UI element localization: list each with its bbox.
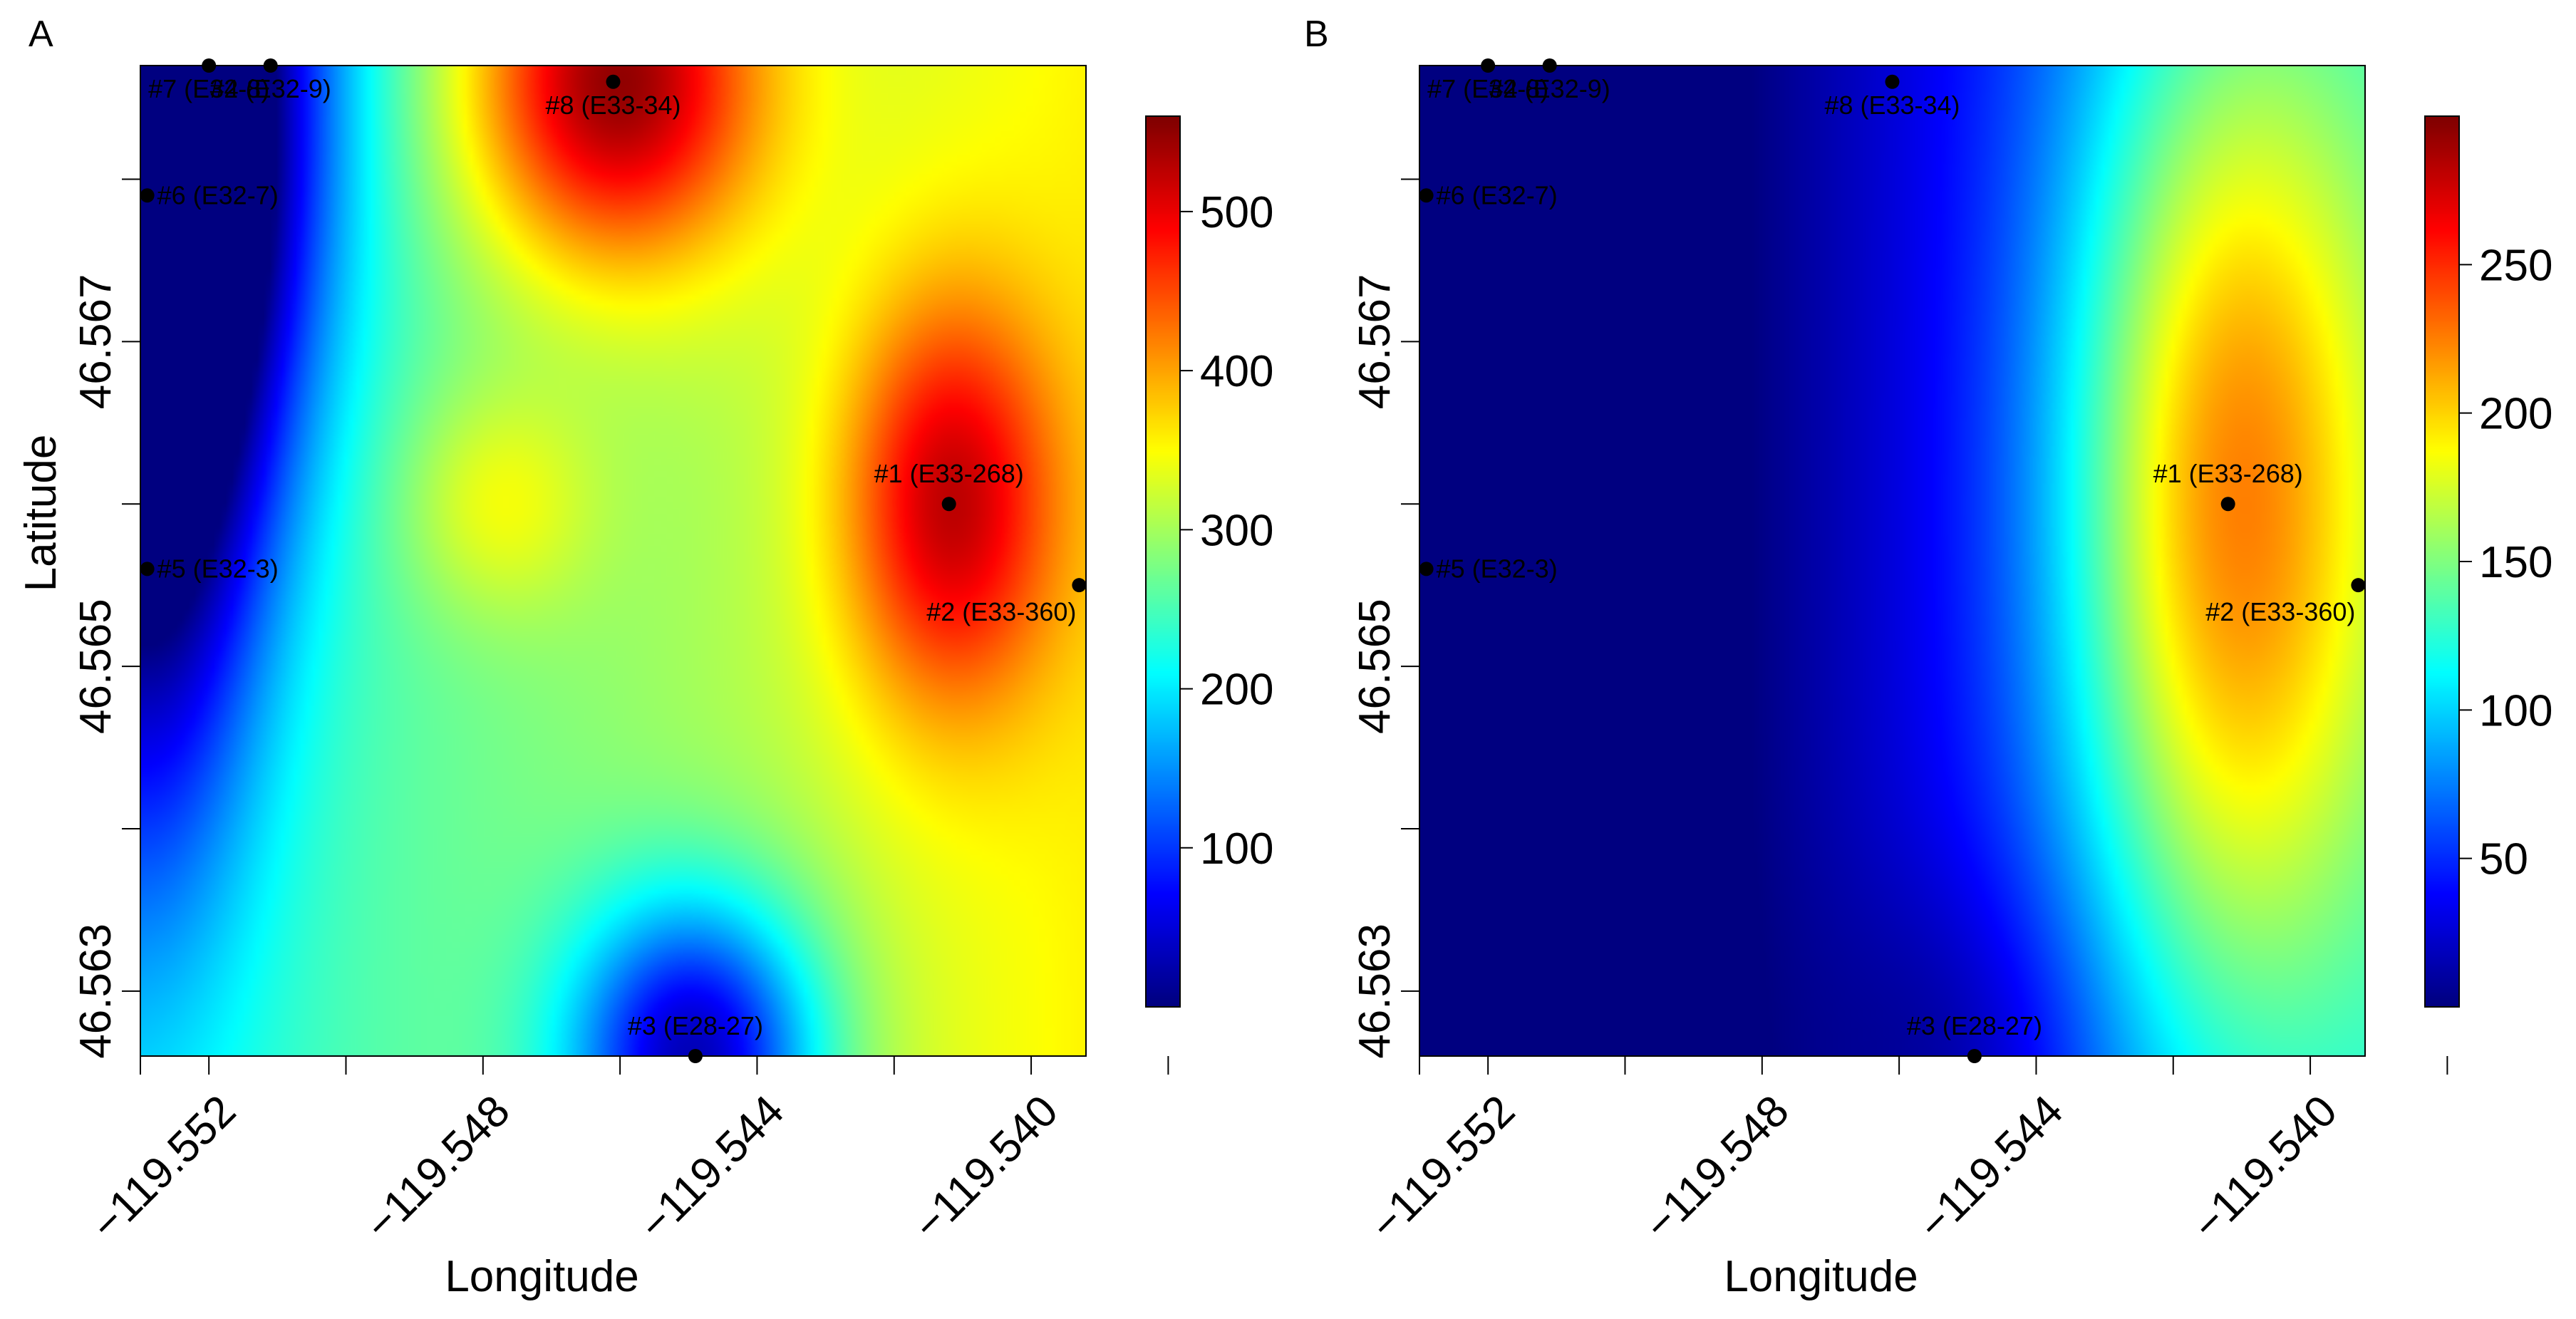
site-label: #4 (E32-9): [1489, 74, 1610, 103]
y-axis-title: Latitude: [16, 435, 66, 592]
site-label: #4 (E32-9): [210, 74, 331, 103]
colorbar-tick-label: 200: [1200, 666, 1273, 715]
y-tick-label: 46.565: [1350, 599, 1400, 734]
site-label: #1 (E33-268): [2153, 459, 2303, 488]
colorbar-frame: [1145, 115, 1181, 1008]
site-label: #6 (E32-7): [1437, 180, 1558, 210]
colorbar-tick-label: 200: [2479, 390, 2552, 439]
colorbar-gradient: [2425, 116, 2459, 1007]
site-point: [140, 188, 155, 203]
y-tick-label: 46.567: [71, 274, 120, 410]
x-tick-label: −119.548: [356, 1086, 519, 1250]
site-label: #8 (E33-34): [545, 90, 681, 120]
x-tick-label: −119.552: [82, 1086, 246, 1250]
site-label: #2 (E33-360): [2205, 597, 2355, 626]
colorbar-tick-label: 100: [1200, 824, 1273, 874]
site-point: [688, 1049, 703, 1063]
site-point: [1481, 58, 1496, 73]
site-point: [941, 497, 956, 512]
colorbar-tick-label: 150: [2479, 538, 2552, 587]
panel-A: −119.552 −119.548 −119.544 −119.540 46.563 46…: [16, 14, 1273, 1301]
x-tick-label: −119.540: [904, 1086, 1067, 1250]
colorbar-tick-label: 400: [1200, 347, 1273, 396]
colorbar-tick-label: 50: [2479, 835, 2528, 884]
y-tick-label: 46.567: [1350, 274, 1400, 410]
site-point: [1419, 188, 1434, 203]
panel-label: B: [1304, 14, 1329, 55]
plot-frame: [1419, 65, 2366, 1057]
x-tick-label: −119.544: [1909, 1086, 2073, 1250]
x-axis-title: Longitude: [1724, 1252, 1918, 1301]
site-label: #7 (E32-8): [1427, 74, 1548, 103]
x-tick-label: −119.540: [2183, 1086, 2347, 1250]
heatmap-surface: [140, 66, 1086, 1056]
colorbar-tick-label: 250: [2479, 241, 2552, 290]
colorbar-tick-label: 500: [1200, 188, 1273, 237]
site-point: [2351, 578, 2366, 593]
x-axis-title: Longitude: [445, 1252, 638, 1301]
panel-B: −119.552 −119.548 −119.544 −119.540 46.563 46…: [1304, 14, 2552, 1301]
site-point: [140, 562, 155, 576]
colorbar-tick-label: 300: [1200, 506, 1273, 555]
site-label: #1 (E33-268): [874, 459, 1024, 488]
y-tick-label: 46.565: [71, 599, 120, 734]
x-tick-label: −119.548: [1635, 1086, 1799, 1250]
y-tick-label: 46.563: [71, 924, 120, 1059]
site-label: #5 (E32-3): [1437, 554, 1558, 583]
site-label: #8 (E33-34): [1824, 90, 1960, 120]
x-tick-label: −119.552: [1361, 1086, 1525, 1250]
site-label: #6 (E32-7): [157, 180, 279, 210]
site-label: #7 (E32-8): [148, 74, 269, 103]
colorbar-tick-label: 100: [2479, 686, 2552, 735]
site-label: #2 (E33-360): [926, 597, 1076, 626]
site-point: [2220, 497, 2235, 512]
site-label: #3 (E28-27): [1907, 1011, 2042, 1040]
site-point: [1072, 578, 1087, 593]
site-point: [1419, 562, 1434, 576]
site-point: [606, 74, 621, 89]
panel-label: A: [29, 14, 53, 55]
site-point: [202, 58, 217, 73]
colorbar-gradient: [1146, 116, 1180, 1007]
site-point: [1885, 74, 1900, 89]
site-point: [1542, 58, 1557, 73]
heatmap-surface: [1419, 66, 2365, 1056]
site-point: [263, 58, 278, 73]
site-point: [1967, 1049, 1982, 1063]
x-tick-label: −119.544: [630, 1086, 794, 1250]
site-label: #5 (E32-3): [157, 554, 279, 583]
site-label: #3 (E28-27): [628, 1011, 763, 1040]
y-tick-label: 46.563: [1350, 924, 1400, 1059]
plot-frame: [140, 65, 1087, 1057]
